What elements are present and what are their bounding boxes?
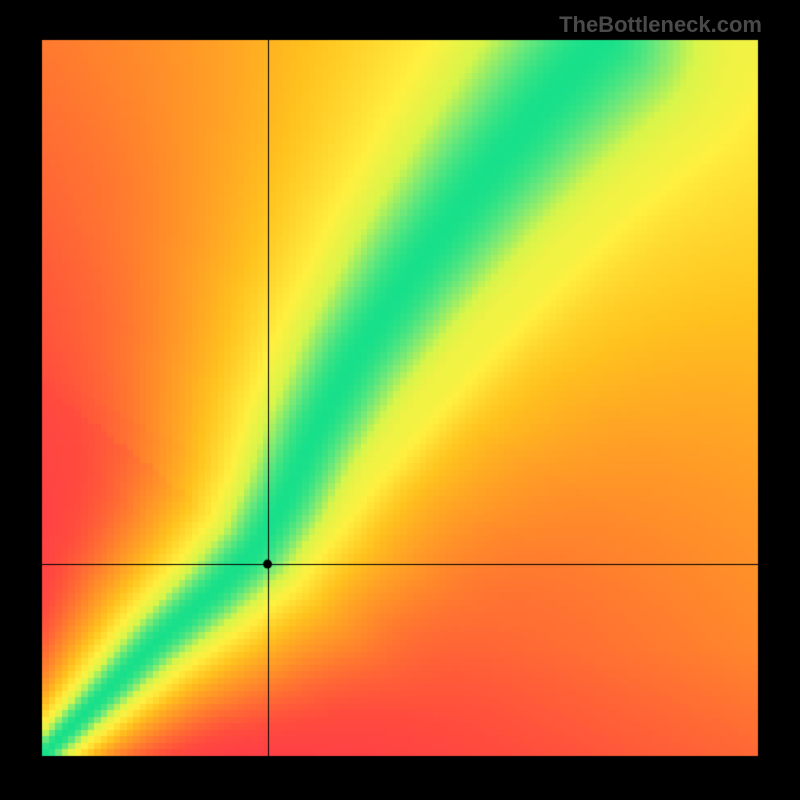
chart-container: TheBottleneck.com (0, 0, 800, 800)
bottleneck-heatmap (0, 0, 800, 800)
watermark-text: TheBottleneck.com (559, 12, 762, 38)
